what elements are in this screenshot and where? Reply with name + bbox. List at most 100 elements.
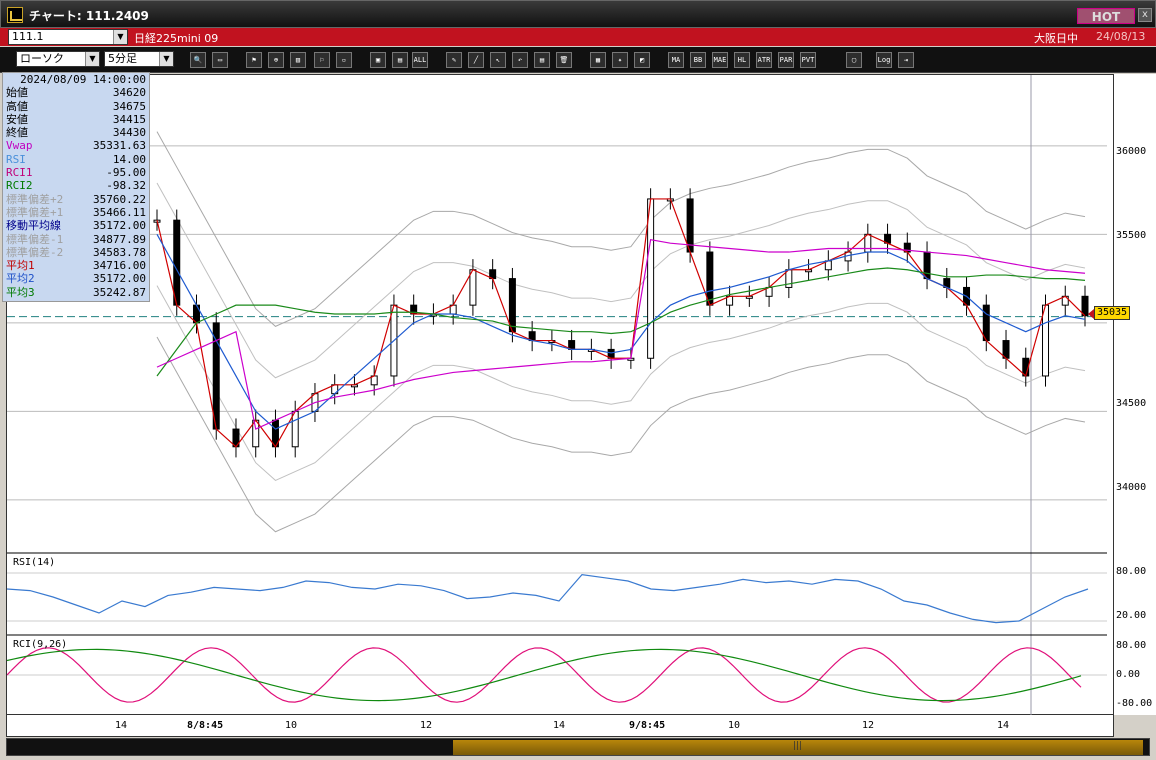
info-value: 34716.00 xyxy=(93,259,146,273)
info-value: 34430 xyxy=(112,126,146,140)
toolbar-box-icon[interactable]: ▢ xyxy=(846,52,862,68)
ohlc-info-panel: 2024/08/09 14:00:00 始値 34620 高値 34675 安値 3441… xyxy=(2,72,150,302)
price-label: 34000 xyxy=(1116,482,1147,493)
time-label: 12 xyxy=(420,720,433,731)
candle-body xyxy=(706,251,714,306)
info-row: 始値 34620 xyxy=(3,86,149,99)
time-label: 8/8:45 xyxy=(187,720,224,731)
rsi-panel-label: RSI(14) xyxy=(13,557,56,568)
candle-body xyxy=(923,251,931,280)
toolbar: ローソク ▼ 5分足 ▼ 🔍 ▭ ⚑ ⊕ ▥ ⚐ ▫ ▣ ▤ ALL ✎ ╱ ↖ ↶ ▤ 🗑 ▦ ✦ ◩ MA BB MA… xyxy=(0,47,1156,73)
info-value: 35331.63 xyxy=(93,139,146,153)
toolbar-trash-icon[interactable]: 🗑 xyxy=(556,52,572,68)
rci-axis-label: 80.00 xyxy=(1116,640,1147,651)
info-value: 14.00 xyxy=(112,152,146,166)
info-label: 平均3 xyxy=(6,285,35,299)
toolbar-atr-icon[interactable]: ATR xyxy=(756,52,772,68)
info-row: 平均3 35242.87 xyxy=(3,286,149,299)
info-row: 標準偏差-1 34877.89 xyxy=(3,233,149,246)
info-value: 35760.22 xyxy=(93,192,146,206)
time-label: 14 xyxy=(997,720,1010,731)
price-label: 34500 xyxy=(1116,398,1147,409)
toolbar-flag-icon[interactable]: ⚐ xyxy=(314,52,330,68)
candle-body xyxy=(212,322,220,430)
toolbar-cursor-icon[interactable]: ↖ xyxy=(490,52,506,68)
series-line-Vwap xyxy=(156,238,1086,430)
chevron-down-icon[interactable]: ▼ xyxy=(159,52,173,66)
toolbar-grid-icon[interactable]: ▦ xyxy=(590,52,606,68)
scrollbar-thumb[interactable] xyxy=(453,740,1143,755)
toolbar-chart-icon[interactable]: ▥ xyxy=(290,52,306,68)
interval-value: 5分足 xyxy=(108,52,137,65)
toolbar-window-icon[interactable]: ▭ xyxy=(212,52,228,68)
info-label: RSI xyxy=(6,152,26,166)
time-label: 14 xyxy=(553,720,566,731)
candle-body xyxy=(291,410,299,448)
chart-area[interactable]: RSI(14) RCI(9,26) xyxy=(6,74,1114,716)
info-value: 35172.00 xyxy=(93,272,146,286)
info-label: 始値 xyxy=(6,86,28,100)
toolbar-log-icon[interactable]: Log xyxy=(876,52,892,68)
toolbar-bar1-icon[interactable]: ▣ xyxy=(370,52,386,68)
toolbar-tool-icon[interactable]: ✦ xyxy=(612,52,628,68)
toolbar-memo-icon[interactable]: ▤ xyxy=(534,52,550,68)
instrument-code-select[interactable]: 111.1 ▼ xyxy=(8,29,128,45)
rsi-line xyxy=(6,573,1089,624)
info-label: 終値 xyxy=(6,126,28,140)
toolbar-pvt-icon[interactable]: PVT xyxy=(800,52,816,68)
toolbar-undo-icon[interactable]: ↶ xyxy=(512,52,528,68)
info-label: 平均2 xyxy=(6,272,35,286)
info-label: RCI1 xyxy=(6,166,33,180)
toolbar-search-icon[interactable]: 🔍 xyxy=(190,52,206,68)
current-price-tag: 35035 xyxy=(1088,306,1130,320)
toolbar-color-icon[interactable]: ◩ xyxy=(634,52,650,68)
info-label: 標準偏差+2 xyxy=(6,192,64,206)
chart-type-value: ローソク xyxy=(20,52,64,65)
window-titlebar: チャート: 111.2409 HOT x xyxy=(0,0,1156,28)
bollinger-band-line xyxy=(156,285,1086,482)
toolbar-exit-icon[interactable]: ⇥ xyxy=(898,52,914,68)
info-row: RCI2 -98.32 xyxy=(3,179,149,192)
info-value: 35466.11 xyxy=(93,205,146,219)
time-label: 10 xyxy=(728,720,741,731)
instrument-date: 24/08/13 xyxy=(1096,30,1146,43)
toolbar-ma-icon[interactable]: MA xyxy=(668,52,684,68)
info-row: 高値 34675 xyxy=(3,100,149,113)
candle-body xyxy=(982,304,990,342)
toolbar-bb-icon[interactable]: BB xyxy=(690,52,706,68)
candle-body xyxy=(686,198,694,253)
info-label: RCI2 xyxy=(6,179,33,193)
info-value: 35172.00 xyxy=(93,219,146,233)
chart-type-select[interactable]: ローソク ▼ xyxy=(16,51,100,67)
price-label: 36000 xyxy=(1116,146,1147,157)
toolbar-par-icon[interactable]: PAR xyxy=(778,52,794,68)
toolbar-all-icon[interactable]: ALL xyxy=(412,52,428,68)
interval-select[interactable]: 5分足 ▼ xyxy=(104,51,174,67)
info-label: 移動平均線 xyxy=(6,219,61,233)
toolbar-pen-icon[interactable]: ✎ xyxy=(446,52,462,68)
toolbar-candle-icon[interactable]: ⚑ xyxy=(246,52,262,68)
candle-body xyxy=(508,278,516,333)
info-row: 平均1 34716.00 xyxy=(3,259,149,272)
time-scrollbar[interactable] xyxy=(6,738,1150,756)
hot-button[interactable]: HOT xyxy=(1077,8,1135,24)
bollinger-band-line xyxy=(156,182,1086,379)
chart-canvas xyxy=(6,75,1107,716)
time-label: 12 xyxy=(862,720,875,731)
chevron-down-icon[interactable]: ▼ xyxy=(113,30,127,44)
toolbar-bar2-icon[interactable]: ▤ xyxy=(392,52,408,68)
toolbar-disabled-icon[interactable]: ▫ xyxy=(336,52,352,68)
instrument-name: 日経225mini 09 xyxy=(134,32,219,45)
chevron-down-icon[interactable]: ▼ xyxy=(85,52,99,66)
toolbar-line-icon[interactable]: ╱ xyxy=(468,52,484,68)
app-chart-icon xyxy=(7,7,23,23)
info-row: 終値 34430 xyxy=(3,126,149,139)
toolbar-mae-icon[interactable]: MAE xyxy=(712,52,728,68)
toolbar-zoom-icon[interactable]: ⊕ xyxy=(268,52,284,68)
time-label: 9/8:45 xyxy=(629,720,666,731)
info-row: Vwap 35331.63 xyxy=(3,139,149,152)
rsi-axis-label: 80.00 xyxy=(1116,566,1147,577)
toolbar-hl-icon[interactable]: HL xyxy=(734,52,750,68)
close-icon[interactable]: x xyxy=(1138,8,1152,22)
time-label: 10 xyxy=(285,720,298,731)
